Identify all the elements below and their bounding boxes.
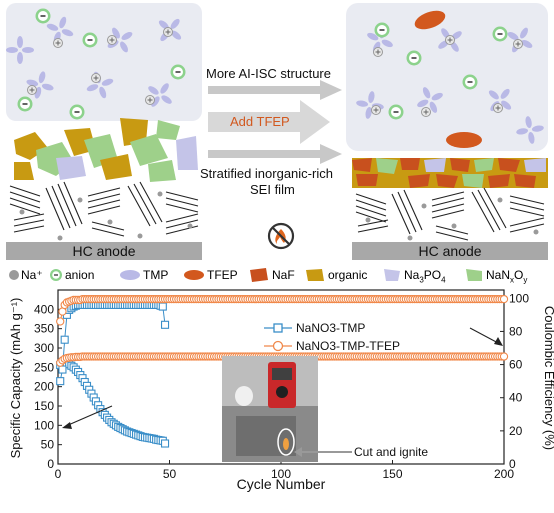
y-right-tick-label: 20	[509, 424, 523, 438]
x-tick-label: 200	[494, 467, 514, 481]
arrow-label-stratified-sei-1: Stratified inorganic-rich	[200, 166, 333, 181]
x-tick-label: 100	[271, 467, 291, 481]
data-point	[56, 377, 65, 386]
x-axis-label: Cycle Number	[237, 476, 326, 492]
y-left-tick-label: 300	[34, 341, 54, 355]
y-left-tick-label: 50	[41, 438, 55, 452]
y-right-tick-label: 0	[509, 457, 516, 471]
arrow-label-more-ai-isc: More AI-ISC structure	[206, 66, 331, 81]
hc-anode-left-label: HC anode	[6, 242, 202, 260]
legend-na3po4: Na3PO4	[404, 268, 446, 285]
y-left-tick-label: 150	[34, 399, 54, 413]
y-right-tick-label: 40	[509, 391, 523, 405]
y-right-tick-label: 60	[509, 358, 523, 372]
data-point	[160, 439, 170, 448]
series-1-coulombic_efficiency	[56, 300, 170, 386]
no-fire-icon	[267, 222, 295, 250]
y-axis-right-label: Coulombic Efficiency (%)	[542, 306, 554, 450]
ignition-photo	[222, 356, 318, 462]
y-right-tick-label: 100	[509, 291, 529, 305]
data-point	[499, 294, 509, 304]
data-point	[160, 320, 170, 329]
y-left-tick-label: 350	[34, 322, 54, 336]
data-point	[58, 365, 67, 374]
legend-tmp: TMP	[143, 268, 169, 282]
x-tick-label: 150	[382, 467, 402, 481]
legend-anion: anion	[65, 268, 95, 282]
hard-carbon-left	[9, 181, 199, 237]
sei-stratified-right	[352, 158, 548, 188]
y-left-tick-label: 400	[34, 302, 54, 316]
legend-swatches	[9, 268, 482, 282]
process-arrows	[208, 80, 342, 164]
schematic-illustration	[6, 3, 548, 260]
data-point	[60, 335, 69, 344]
sei-fragments-left	[14, 118, 198, 182]
x-tick-label: 50	[163, 467, 177, 481]
x-tick-label: 0	[55, 467, 62, 481]
data-point	[499, 352, 509, 361]
arrow-label-add-tfep: Add TFEP	[230, 114, 290, 129]
axis-pointer-right	[469, 327, 503, 346]
y-left-tick-label: 200	[34, 380, 54, 394]
cycling-chart: 0 50 100 150 200 250 300 350 400 0 20 40 60 80 100 0 5…	[8, 289, 554, 492]
hc-anode-right-label: HC anode	[352, 242, 548, 260]
legend-series-nano3-tmp-tfep: NaNO3-TMP-TFEP	[296, 339, 400, 353]
y-left-tick-label: 250	[34, 360, 54, 374]
y-right-tick-label: 80	[509, 324, 523, 338]
legend-nanxoy: NaNxOy	[486, 268, 528, 285]
legend-naf: NaF	[272, 268, 295, 282]
flame-highlight	[277, 428, 295, 456]
tfep-molecule	[414, 10, 446, 30]
data-point	[56, 317, 65, 326]
arrow-label-stratified-sei-2: SEI film	[250, 182, 295, 197]
chart-legend: NaNO3-TMP NaNO3-TMP-TFEP	[264, 321, 400, 353]
series-0-capacity	[56, 357, 170, 448]
ignite-arrow	[294, 447, 352, 457]
species-legend: Na⁺ anion TMP TFEP NaF organic Na3PO4 Na…	[0, 264, 554, 286]
legend-na-plus: Na⁺	[21, 268, 43, 282]
legend-organic: organic	[328, 268, 368, 282]
y-left-tick-label: 0	[47, 457, 54, 471]
data-point	[158, 302, 167, 311]
series-3-coulombic_efficiency	[56, 294, 509, 326]
photo-label-cut-and-ignite: Cut and ignite	[354, 445, 428, 459]
legend-tfep: TFEP	[207, 268, 238, 282]
hard-carbon-right	[355, 187, 545, 241]
y-left-tick-label: 100	[34, 418, 54, 432]
legend-series-nano3-tmp: NaNO3-TMP	[296, 321, 365, 335]
axis-pointer-left	[62, 405, 113, 429]
tfep-molecule	[446, 132, 482, 148]
electrolyte-left	[6, 3, 202, 121]
y-axis-left-label: Specific Capacity (mAh g⁻¹)	[8, 298, 23, 459]
